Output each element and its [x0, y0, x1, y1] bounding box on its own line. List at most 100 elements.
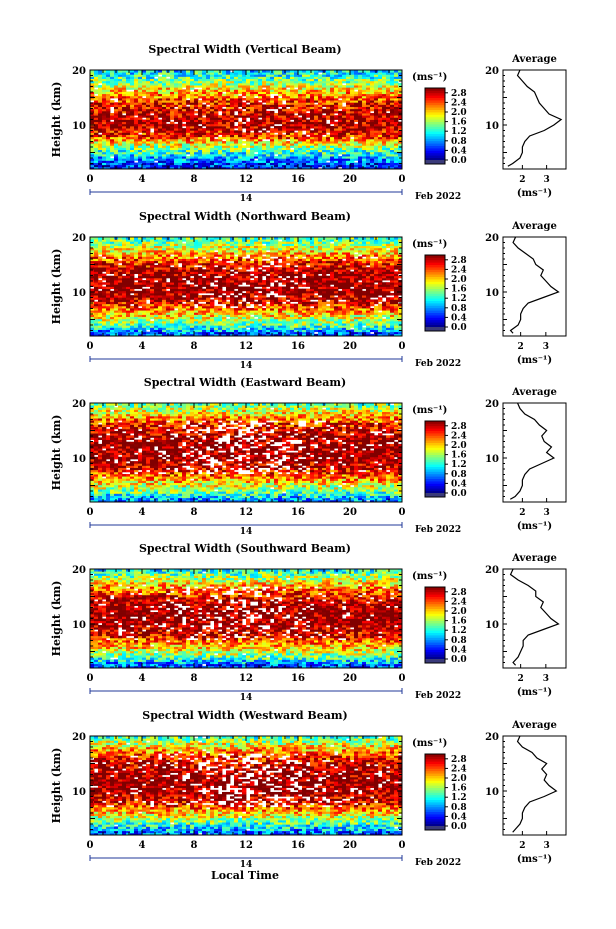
x-tick-label: 16 — [291, 673, 305, 684]
heatmap — [90, 569, 403, 669]
avg-frame — [502, 236, 567, 337]
x-axis: 0 4 8 12 16 20 0 — [87, 736, 406, 851]
day-label: 14 — [240, 194, 253, 204]
y-axis-label: Height (km) — [50, 249, 63, 325]
x-tick-label: 4 — [139, 174, 146, 185]
avg-y-tick-label: 20 — [485, 732, 499, 743]
y-tick-label: 10 — [72, 620, 86, 631]
avg-x-tick-label: 3 — [543, 841, 549, 851]
colorbar-tick-label: 1.2 — [451, 294, 467, 304]
date-label: Feb 2022 — [415, 691, 461, 701]
y-tick-label: 20 — [72, 233, 86, 244]
day-label: 14 — [240, 527, 253, 537]
x-tick-label: 12 — [239, 673, 253, 684]
x-tick-label: 8 — [191, 341, 198, 352]
day-bar: 14 — [89, 688, 403, 703]
avg-x-tick-label: 3 — [543, 674, 549, 684]
heatmap — [90, 736, 403, 836]
colorbar-tick-label: 1.6 — [451, 285, 467, 295]
x-tick-label: 0 — [399, 673, 406, 684]
day-bar: 14 — [89, 855, 403, 870]
y-tick-label: 20 — [72, 66, 86, 77]
colorbar-unit: (ms⁻¹) — [412, 72, 447, 83]
colorbar-unit: (ms⁻¹) — [412, 239, 447, 250]
avg-profile-line — [509, 402, 556, 500]
colorbar-tick-label: 2.8 — [451, 256, 467, 266]
colorbar-tick-label: 2.4 — [451, 764, 467, 774]
avg-x-tick-label: 2 — [519, 508, 525, 518]
avg-profile-line — [512, 735, 558, 833]
x-axis: 0 4 8 12 16 20 0 — [87, 237, 406, 352]
x-axis: 0 4 8 12 16 20 0 — [87, 70, 406, 185]
colorbar-tick-label: 1.2 — [451, 127, 467, 137]
x-tick-label: 12 — [239, 840, 253, 851]
colorbar: 2.82.42.01.61.20.80.40.0 (ms⁻¹) — [412, 738, 467, 832]
avg-profile-line — [509, 236, 560, 334]
panel-title: Spectral Width (Southward Beam) — [139, 542, 351, 555]
avg-title: Average — [511, 221, 557, 232]
colorbar-tick-label: 2.0 — [451, 108, 467, 118]
avg-y-tick-label: 10 — [485, 288, 499, 299]
x-axis: 0 4 8 12 16 20 0 — [87, 403, 406, 518]
day-bar: 14 — [89, 189, 403, 204]
panel-4: Spectral Width (Southward Beam) 20 10 Heigh… — [50, 542, 567, 703]
colorbar-tick-label: 0.4 — [451, 146, 467, 156]
panel-1: Spectral Width (Vertical Beam)2010Height… — [50, 43, 567, 204]
colorbar-tick-label: 0.8 — [451, 803, 467, 813]
day-bar: 14 — [89, 356, 403, 371]
panel-5: Spectral Width (Westward Beam)2010Height… — [50, 709, 567, 870]
panel-2: Spectral Width (Northward Beam)2010Heigh… — [50, 210, 567, 371]
colorbar-tick-label: 2.4 — [451, 597, 467, 607]
y-tick-label: 20 — [72, 565, 86, 576]
avg-y-tick-label: 20 — [485, 66, 499, 77]
avg-x-tick-label: 3 — [543, 508, 549, 518]
avg-x-label: (ms⁻¹) — [517, 687, 552, 698]
colorbar-tick-label: 0.8 — [451, 304, 467, 314]
colorbar-tick-label: 1.2 — [451, 793, 467, 803]
colorbar-tick-label: 2.8 — [451, 755, 467, 765]
y-axis-label: Height (km) — [50, 415, 63, 491]
avg-y-tick-label: 20 — [485, 233, 499, 244]
colorbar-tick-label: 1.6 — [451, 617, 467, 627]
y-tick-label: 10 — [72, 454, 86, 465]
colorbar-tick-label: 0.0 — [451, 323, 467, 333]
date-label: Feb 2022 — [415, 192, 461, 202]
avg-x-label: (ms⁻¹) — [517, 188, 552, 199]
x-tick-label: 0 — [87, 174, 94, 185]
colorbar-tick-label: 0.8 — [451, 470, 467, 480]
colorbar-unit: (ms⁻¹) — [412, 405, 447, 416]
x-tick-label: 0 — [87, 840, 94, 851]
x-axis: 0 4 8 12 16 20 0 — [87, 569, 406, 684]
x-axis-label: Local Time — [211, 869, 279, 882]
avg-frame — [502, 735, 567, 836]
avg-title: Average — [511, 553, 557, 564]
y-tick-label: 20 — [72, 732, 86, 743]
x-tick-label: 16 — [291, 507, 305, 518]
avg-frame — [502, 69, 567, 170]
panel-title: Spectral Width (Eastward Beam) — [144, 376, 346, 389]
colorbar-tick-label: 2.8 — [451, 422, 467, 432]
colorbar-tick-label: 0.4 — [451, 812, 467, 822]
x-tick-label: 12 — [239, 174, 253, 185]
colorbar-tick-label: 1.6 — [451, 118, 467, 128]
average-profile: Average 20 10 2 3 (ms⁻¹) — [485, 553, 567, 698]
colorbar-tick-label: 2.0 — [451, 774, 467, 784]
x-tick-label: 16 — [291, 840, 305, 851]
colorbar-tick-label: 0.4 — [451, 313, 467, 323]
avg-title: Average — [511, 720, 557, 731]
avg-x-label: (ms⁻¹) — [517, 355, 552, 366]
colorbar-tick-label: 2.8 — [451, 89, 467, 99]
x-tick-label: 12 — [239, 341, 253, 352]
x-tick-label: 0 — [399, 341, 406, 352]
avg-title: Average — [511, 54, 557, 65]
y-axis-label: Height (km) — [50, 581, 63, 657]
colorbar: 2.82.42.01.61.20.80.40.0 (ms⁻¹) — [412, 72, 467, 166]
avg-y-tick-label: 10 — [485, 787, 499, 798]
colorbar-tick-label: 0.4 — [451, 479, 467, 489]
day-label: 14 — [240, 693, 253, 703]
x-tick-label: 20 — [343, 341, 357, 352]
avg-x-tick-label: 3 — [543, 342, 549, 352]
avg-title: Average — [511, 387, 557, 398]
x-tick-label: 12 — [239, 507, 253, 518]
